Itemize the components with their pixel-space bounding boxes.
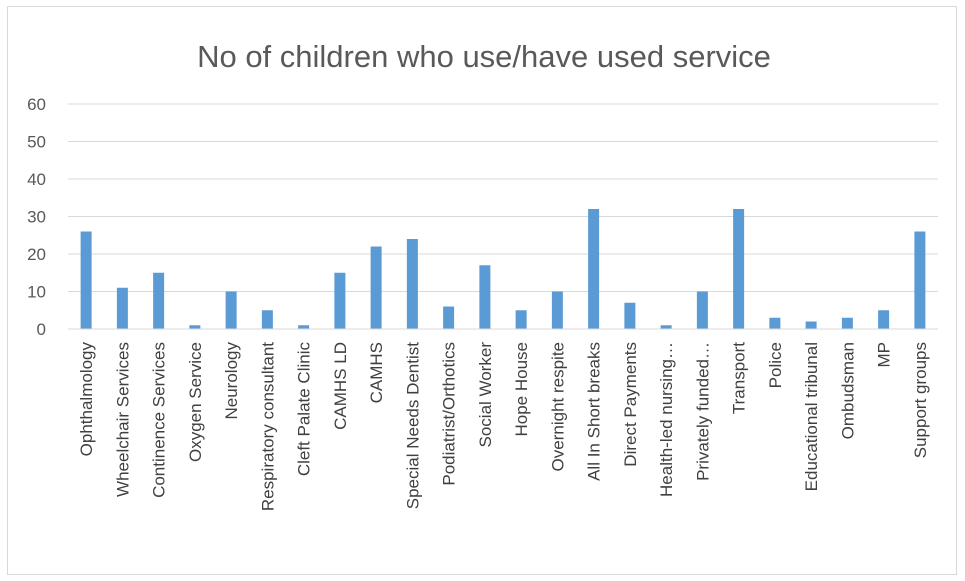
y-tick-label: 20	[27, 245, 46, 264]
x-category-label: Special Needs Dentist	[403, 342, 422, 510]
bar	[189, 325, 201, 329]
bar	[769, 317, 781, 329]
bar	[914, 231, 926, 329]
x-category-label: Health-led nursing…	[657, 342, 676, 497]
y-tick-label: 10	[27, 283, 46, 302]
x-category-label: Privately funded…	[693, 342, 712, 481]
bar	[878, 310, 890, 329]
chart-title: No of children who use/have used service	[197, 39, 771, 74]
chart-frame: No of children who use/have used service…	[7, 6, 957, 575]
bar	[153, 272, 165, 329]
bar	[80, 231, 92, 329]
x-category-label: Wheelchair Services	[113, 342, 132, 497]
y-axis-ticks: 0 10 20 30 40 50 60	[27, 95, 46, 339]
x-category-label: Social Worker	[476, 342, 495, 448]
x-category-label: Podiatrist/Orthotics	[440, 342, 459, 486]
bar	[551, 291, 563, 329]
bar	[334, 272, 346, 329]
bars	[80, 209, 926, 329]
bar-chart: No of children who use/have used service…	[27, 39, 938, 512]
bar	[733, 209, 745, 329]
x-category-label: Direct Payments	[621, 342, 640, 467]
bar	[443, 306, 455, 329]
bar	[406, 239, 418, 329]
x-category-label: Ombudsman	[838, 342, 857, 439]
bar	[515, 310, 527, 329]
x-category-label: CAMHS LD	[331, 342, 350, 430]
bar	[116, 287, 128, 329]
x-category-label: Support groups	[911, 342, 930, 458]
x-category-label: CAMHS	[367, 342, 386, 403]
x-category-label: Cleft Palate Clinic	[295, 342, 314, 477]
y-tick-label: 40	[27, 170, 46, 189]
x-category-label: All In Short breaks	[585, 342, 604, 481]
bar	[696, 291, 708, 329]
bar	[298, 325, 310, 329]
x-category-label: Transport	[730, 342, 749, 414]
x-category-label: Overnight respite	[548, 342, 567, 471]
bar	[841, 317, 853, 329]
bar	[225, 291, 237, 329]
y-tick-label: 50	[27, 133, 46, 152]
x-category-label: Educational tribunal	[802, 342, 821, 491]
x-category-label: Hope House	[512, 342, 531, 437]
bar	[805, 321, 817, 329]
x-category-label: Police	[766, 342, 785, 388]
bar	[261, 310, 273, 329]
x-category-label: MP	[875, 342, 894, 368]
y-tick-label: 0	[37, 320, 46, 339]
gridlines	[68, 103, 938, 292]
bar	[479, 265, 491, 329]
bar	[624, 302, 636, 329]
x-category-label: Continence Services	[150, 342, 169, 498]
bar	[370, 246, 382, 329]
y-tick-label: 30	[27, 208, 46, 227]
x-axis-category-labels: Ophthalmology Wheelchair Services Continen…	[77, 342, 930, 512]
bar	[588, 209, 600, 329]
y-tick-label: 60	[27, 95, 46, 114]
x-category-label: Respiratory consultant	[258, 342, 277, 511]
x-category-label: Neurology	[222, 342, 241, 420]
bar	[660, 325, 672, 329]
x-category-label: Oxygen Service	[186, 342, 205, 462]
x-category-label: Ophthalmology	[77, 342, 96, 457]
